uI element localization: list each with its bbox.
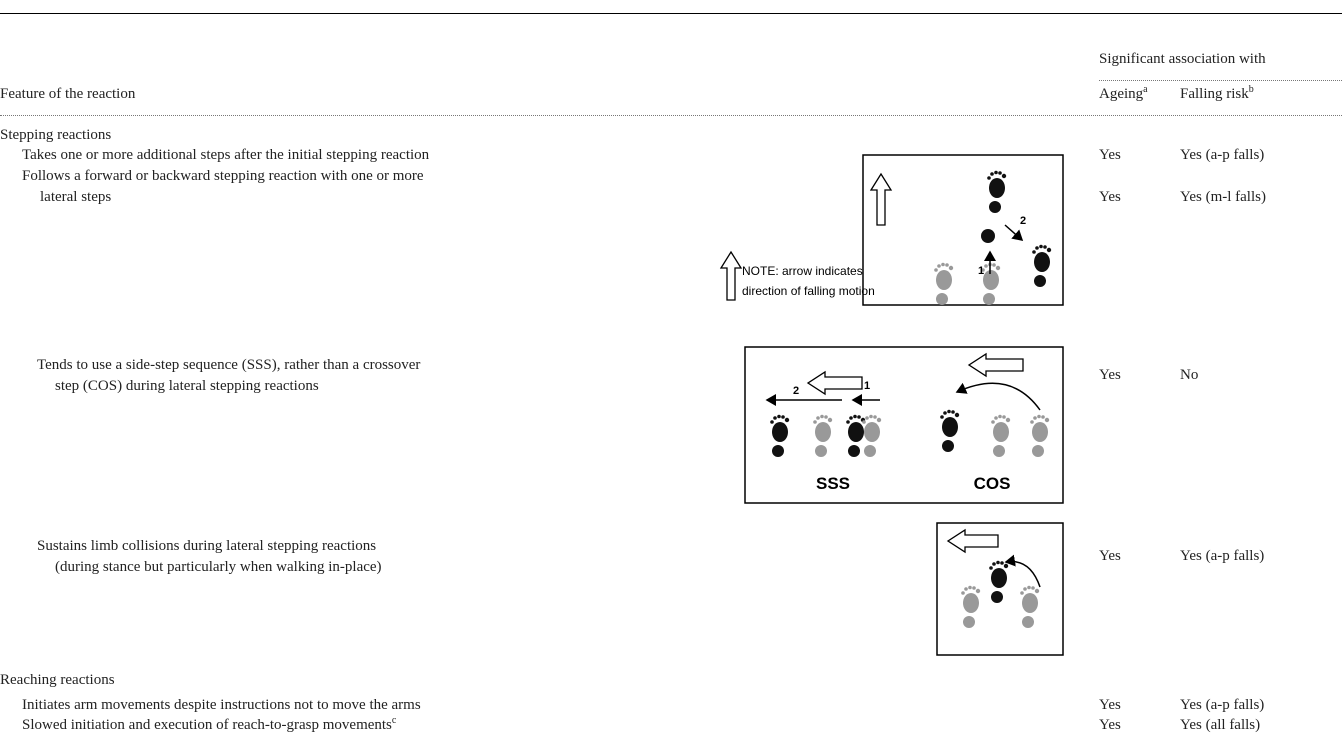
falling-risk: Yes (a-p falls) [1180, 147, 1265, 163]
step-label: 2 [1020, 215, 1026, 227]
section-label: Stepping reactions [0, 127, 112, 143]
feature: Slowed initiation and execution of reach… [22, 716, 396, 734]
header-text: Ageing [1099, 86, 1144, 102]
figure-stepping: 1 2 NOTE: arrow indicates direction of f… [719, 154, 1064, 306]
falling-risk: Yes (all falls) [1180, 717, 1261, 733]
column-header: Feature of the reaction [0, 86, 136, 102]
header-text: Falling risk [1180, 86, 1249, 102]
footnote-mark: b [1248, 84, 1254, 95]
falling-risk: No [1180, 367, 1199, 383]
figure-collision [936, 522, 1064, 656]
ageing: Yes [1099, 367, 1121, 383]
feature: lateral steps [40, 189, 112, 205]
column-header: Ageinga [1099, 85, 1148, 103]
ageing: Yes [1099, 697, 1121, 713]
ageing: Yes [1099, 147, 1121, 163]
feature: Sustains limb collisions during lateral … [37, 538, 377, 554]
figure-label: SSS [816, 474, 850, 493]
group-header: Significant association with [1099, 51, 1266, 67]
step-label: 1 [864, 380, 870, 392]
feature: (during stance but particularly when wal… [55, 559, 382, 575]
falling-risk: Yes (a-p falls) [1180, 697, 1265, 713]
feature: Tends to use a side-step sequence (SSS),… [37, 357, 421, 373]
figure-note: direction of falling motion [742, 284, 875, 298]
falling-risk: Yes (a-p falls) [1180, 548, 1265, 564]
column-header: Falling riskb [1180, 85, 1254, 103]
group-rule [1099, 80, 1342, 81]
feature: Initiates arm movements despite instruct… [22, 697, 421, 713]
footnote-mark: a [1143, 84, 1148, 95]
feature: step (COS) during lateral stepping react… [55, 378, 319, 394]
feature: Follows a forward or backward stepping r… [22, 168, 424, 184]
header-rule [0, 115, 1342, 116]
falling-risk: Yes (m-l falls) [1180, 189, 1266, 205]
ageing: Yes [1099, 548, 1121, 564]
ageing: Yes [1099, 717, 1121, 733]
step-label: 2 [793, 385, 799, 397]
step-label: 1 [978, 265, 984, 277]
ageing: Yes [1099, 189, 1121, 205]
footnote-mark: c [391, 715, 397, 726]
figure-sss-cos: 2 1 SSS COS [744, 346, 1064, 504]
feature: Takes one or more additional steps after… [22, 147, 430, 163]
section-label: Reaching reactions [0, 672, 115, 688]
figure-label: COS [974, 474, 1011, 493]
feature-text: Slowed initiation and execution of reach… [22, 717, 392, 733]
figure-note: NOTE: arrow indicates [742, 264, 863, 278]
top-rule [0, 13, 1342, 14]
